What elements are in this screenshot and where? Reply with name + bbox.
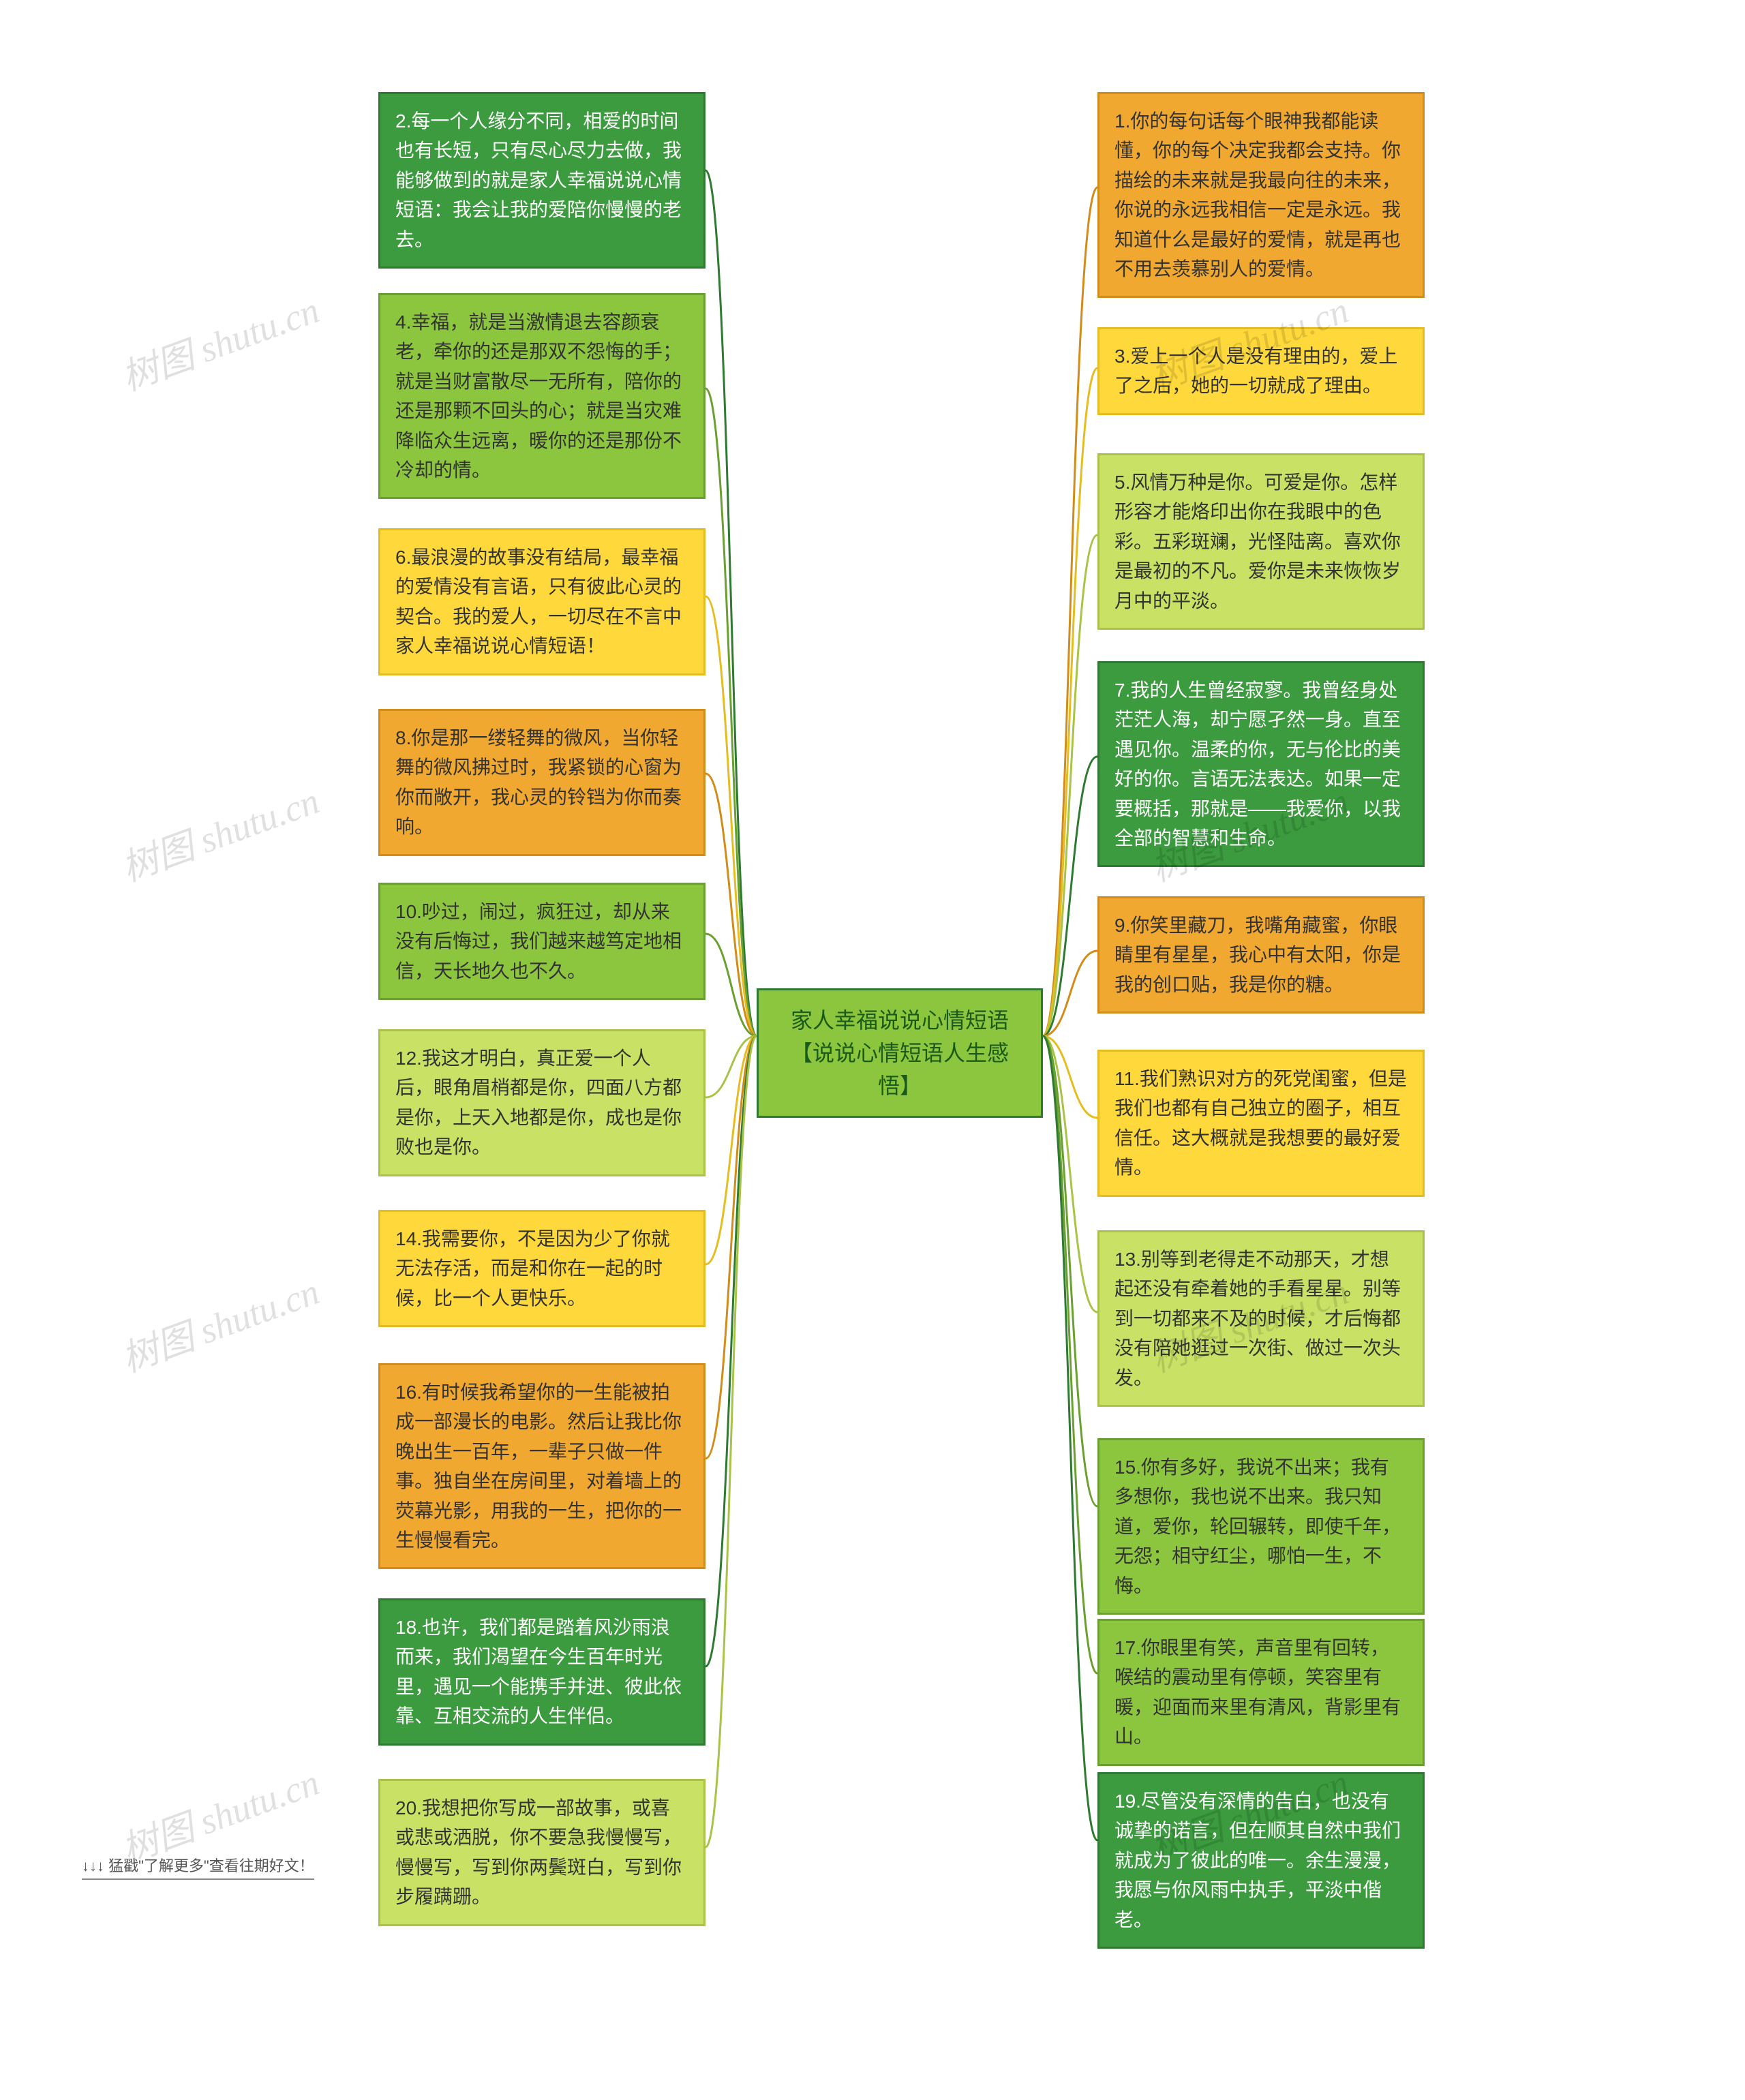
leaf-node-5: 5.风情万种是你。可爱是你。怎样形容才能烙印出你在我眼中的色彩。五彩斑斓，光怪陆… xyxy=(1097,453,1425,630)
leaf-node-text: 10.吵过，闹过，疯狂过，却从来没有后悔过，我们越来越笃定地相信，天长地久也不久… xyxy=(395,901,682,981)
leaf-node-text: 14.我需要你，不是因为少了你就无法存活，而是和你在一起的时候，比一个人更快乐。 xyxy=(395,1228,670,1309)
leaf-node-text: 7.我的人生曾经寂寥。我曾经身处茫茫人海，却宁愿孑然一身。直至遇见你。温柔的你，… xyxy=(1114,680,1401,849)
leaf-node-text: 2.每一个人缘分不同，相爱的时间也有长短，只有尽心尽力去做，我能够做到的就是家人… xyxy=(395,110,682,250)
leaf-node-13: 13.别等到老得走不动那天，才想起还没有牵着她的手看星星。别等到一切都来不及的时… xyxy=(1097,1230,1425,1407)
leaf-node-text: 4.幸福，就是当激情退去容颜衰老，牵你的还是那双不怨悔的手；就是当财富散尽一无所… xyxy=(395,311,682,481)
leaf-node-9: 9.你笑里藏刀，我嘴角藏蜜，你眼睛里有星星，我心中有太阳，你是我的创口贴，我是你… xyxy=(1097,896,1425,1014)
leaf-node-text: 18.也许，我们都是踏着风沙雨浪而来，我们渴望在今生百年时光里，遇见一个能携手并… xyxy=(395,1617,682,1726)
leaf-node-15: 15.你有多好，我说不出来；我有多想你，我也说不出来。我只知道，爱你，轮回辗转，… xyxy=(1097,1438,1425,1615)
footer-link[interactable]: ↓↓↓ 猛戳"了解更多"查看往期好文！ xyxy=(82,1854,314,1880)
leaf-node-text: 6.最浪漫的故事没有结局，最幸福的爱情没有言语，只有彼此心灵的契合。我的爱人，一… xyxy=(395,547,682,656)
leaf-node-10: 10.吵过，闹过，疯狂过，却从来没有后悔过，我们越来越笃定地相信，天长地久也不久… xyxy=(378,883,705,1000)
leaf-node-text: 3.爱上一个人是没有理由的，爱上了之后，她的一切就成了理由。 xyxy=(1114,346,1397,396)
leaf-node-1: 1.你的每句话每个眼神我都能读懂，你的每个决定我都会支持。你描绘的未来就是我最向… xyxy=(1097,92,1425,298)
leaf-node-19: 19.尽管没有深情的告白，也没有诚挚的诺言，但在顺其自然中我们就成为了彼此的唯一… xyxy=(1097,1772,1425,1949)
leaf-node-text: 5.风情万种是你。可爱是你。怎样形容才能烙印出你在我眼中的色彩。五彩斑斓，光怪陆… xyxy=(1114,472,1401,611)
leaf-node-16: 16.有时候我希望你的一生能被拍成一部漫长的电影。然后让我比你晚出生一百年，一辈… xyxy=(378,1363,705,1569)
leaf-node-20: 20.我想把你写成一部故事，或喜或悲或洒脱，你不要急我慢慢写，慢慢写，写到你两鬓… xyxy=(378,1779,705,1926)
footer-link-text: ↓↓↓ 猛戳"了解更多"查看往期好文！ xyxy=(82,1857,314,1874)
watermark: 树图 shutu.cn xyxy=(113,280,326,401)
leaf-node-text: 9.你笑里藏刀，我嘴角藏蜜，你眼睛里有星星，我心中有太阳，你是我的创口贴，我是你… xyxy=(1114,915,1401,995)
leaf-node-17: 17.你眼里有笑，声音里有回转，喉结的震动里有停顿，笑容里有暖，迎面而来里有清风… xyxy=(1097,1619,1425,1766)
leaf-node-12: 12.我这才明白，真正爱一个人后，眼角眉梢都是你，四面八方都是你，上天入地都是你… xyxy=(378,1029,705,1176)
leaf-node-14: 14.我需要你，不是因为少了你就无法存活，而是和你在一起的时候，比一个人更快乐。 xyxy=(378,1210,705,1327)
leaf-node-text: 20.我想把你写成一部故事，或喜或悲或洒脱，你不要急我慢慢写，慢慢写，写到你两鬓… xyxy=(395,1797,682,1907)
leaf-node-text: 16.有时候我希望你的一生能被拍成一部漫长的电影。然后让我比你晚出生一百年，一辈… xyxy=(395,1382,682,1551)
watermark: 树图 shutu.cn xyxy=(113,1262,326,1383)
leaf-node-text: 17.你眼里有笑，声音里有回转，喉结的震动里有停顿，笑容里有暖，迎面而来里有清风… xyxy=(1114,1637,1401,1747)
leaf-node-6: 6.最浪漫的故事没有结局，最幸福的爱情没有言语，只有彼此心灵的契合。我的爱人，一… xyxy=(378,528,705,675)
leaf-node-2: 2.每一个人缘分不同，相爱的时间也有长短，只有尽心尽力去做，我能够做到的就是家人… xyxy=(378,92,705,269)
center-node: 家人幸福说说心情短语【说说心情短语人生感悟】 xyxy=(757,988,1043,1118)
leaf-node-text: 8.你是那一缕轻舞的微风，当你轻舞的微风拂过时，我紧锁的心窗为你而敞开，我心灵的… xyxy=(395,727,682,837)
leaf-node-text: 15.你有多好，我说不出来；我有多想你，我也说不出来。我只知道，爱你，轮回辗转，… xyxy=(1114,1457,1401,1596)
leaf-node-text: 1.你的每句话每个眼神我都能读懂，你的每个决定我都会支持。你描绘的未来就是我最向… xyxy=(1114,110,1401,279)
leaf-node-text: 12.我这才明白，真正爱一个人后，眼角眉梢都是你，四面八方都是你，上天入地都是你… xyxy=(395,1048,682,1157)
leaf-node-11: 11.我们熟识对方的死党闺蜜，但是我们也都有自己独立的圈子，相互信任。这大概就是… xyxy=(1097,1050,1425,1197)
leaf-node-text: 11.我们熟识对方的死党闺蜜，但是我们也都有自己独立的圈子，相互信任。这大概就是… xyxy=(1114,1068,1407,1178)
leaf-node-3: 3.爱上一个人是没有理由的，爱上了之后，她的一切就成了理由。 xyxy=(1097,327,1425,415)
leaf-node-8: 8.你是那一缕轻舞的微风，当你轻舞的微风拂过时，我紧锁的心窗为你而敞开，我心灵的… xyxy=(378,709,705,856)
center-node-text: 家人幸福说说心情短语【说说心情短语人生感悟】 xyxy=(791,1008,1009,1098)
leaf-node-4: 4.幸福，就是当激情退去容颜衰老，牵你的还是那双不怨悔的手；就是当财富散尽一无所… xyxy=(378,293,705,499)
leaf-node-7: 7.我的人生曾经寂寥。我曾经身处茫茫人海，却宁愿孑然一身。直至遇见你。温柔的你，… xyxy=(1097,661,1425,867)
watermark: 树图 shutu.cn xyxy=(113,771,326,892)
leaf-node-text: 13.别等到老得走不动那天，才想起还没有牵着她的手看星星。别等到一切都来不及的时… xyxy=(1114,1249,1401,1388)
leaf-node-text: 19.尽管没有深情的告白，也没有诚挚的诺言，但在顺其自然中我们就成为了彼此的唯一… xyxy=(1114,1791,1401,1930)
leaf-node-18: 18.也许，我们都是踏着风沙雨浪而来，我们渴望在今生百年时光里，遇见一个能携手并… xyxy=(378,1598,705,1746)
